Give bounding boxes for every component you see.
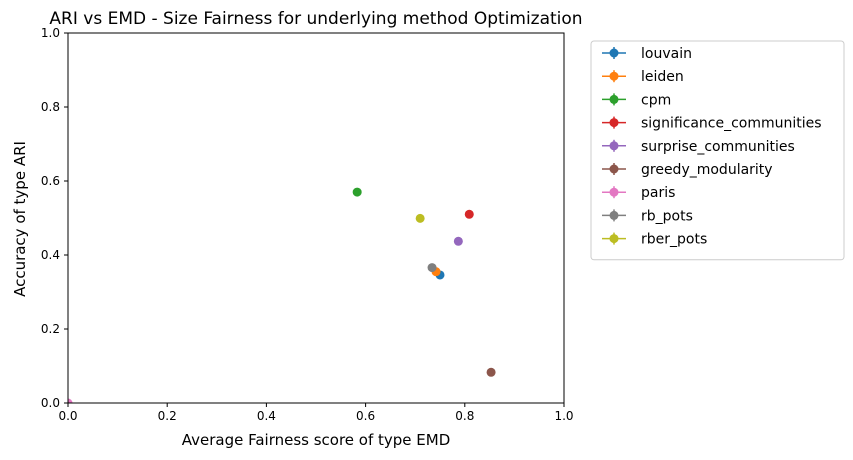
legend-label: cpm (641, 92, 671, 108)
x-tick-label: 0.6 (356, 409, 375, 423)
legend-label: paris (641, 185, 675, 201)
x-tick-label: 0.2 (158, 409, 177, 423)
legend-marker (609, 234, 619, 244)
legend-marker (609, 48, 619, 58)
data-point-greedy_modularity (486, 367, 496, 377)
y-tick-label: 0.0 (41, 396, 60, 410)
legend-marker (609, 210, 619, 220)
y-tick-label: 0.6 (41, 174, 60, 188)
legend-entry-significance_communities: significance_communities (602, 116, 822, 132)
x-tick-label: 1.0 (554, 409, 573, 423)
legend-marker (609, 94, 619, 104)
legend-marker (609, 141, 619, 151)
x-tick-label: 0.8 (455, 409, 474, 423)
y-axis-label: Accuracy of type ARI (11, 141, 29, 297)
legend-entry-surprise_communities: surprise_communities (602, 139, 795, 155)
legend-marker (609, 187, 619, 197)
legend-entry-cpm: cpm (602, 92, 671, 108)
legend-marker (609, 118, 619, 128)
legend-marker (609, 71, 619, 81)
data-point-rb_pots (427, 263, 437, 273)
legend-label: rber_pots (641, 232, 707, 248)
legend-entry-rb_pots: rb_pots (602, 208, 693, 224)
y-tick-label: 0.2 (41, 322, 60, 336)
legend-entry-louvain: louvain (602, 46, 692, 62)
plot-area: 0.0 0.2 0.4 0.6 0.8 1.0 0.0 0.2 0.4 0.6 0.8 1.0 (41, 26, 574, 423)
plot-frame (67, 32, 565, 404)
y-tick-label: 1.0 (41, 26, 60, 40)
y-tick-label: 0.4 (41, 248, 60, 262)
x-tick-label: 0.0 (58, 409, 77, 423)
legend: louvain leiden cpm significance_communities… (590, 40, 845, 261)
legend-label: surprise_communities (641, 139, 795, 155)
legend-label: significance_communities (641, 116, 822, 132)
legend-label: louvain (641, 46, 692, 62)
data-point-rber_pots (415, 213, 425, 223)
x-axis-label: Average Fairness score of type EMD (182, 431, 451, 449)
data-point-significance_communities (464, 209, 474, 219)
x-tick-label: 0.4 (257, 409, 276, 423)
legend-label: rb_pots (641, 208, 693, 224)
data-point-surprise_communities (453, 236, 463, 246)
legend-entry-paris: paris (602, 185, 675, 201)
data-point-cpm (352, 187, 362, 197)
legend-entry-greedy_modularity: greedy_modularity (602, 162, 773, 178)
chart-title: ARI vs EMD - Size Fairness for underlyin… (49, 9, 582, 29)
legend-box (590, 40, 845, 261)
legend-entry-rber_pots: rber_pots (602, 232, 707, 248)
data-point-paris (68, 398, 73, 403)
y-tick-label: 0.8 (41, 100, 60, 114)
legend-label: leiden (641, 69, 684, 85)
legend-entry-leiden: leiden (602, 69, 684, 85)
legend-marker (609, 164, 619, 174)
data-points (68, 187, 496, 403)
legend-label: greedy_modularity (641, 162, 773, 178)
